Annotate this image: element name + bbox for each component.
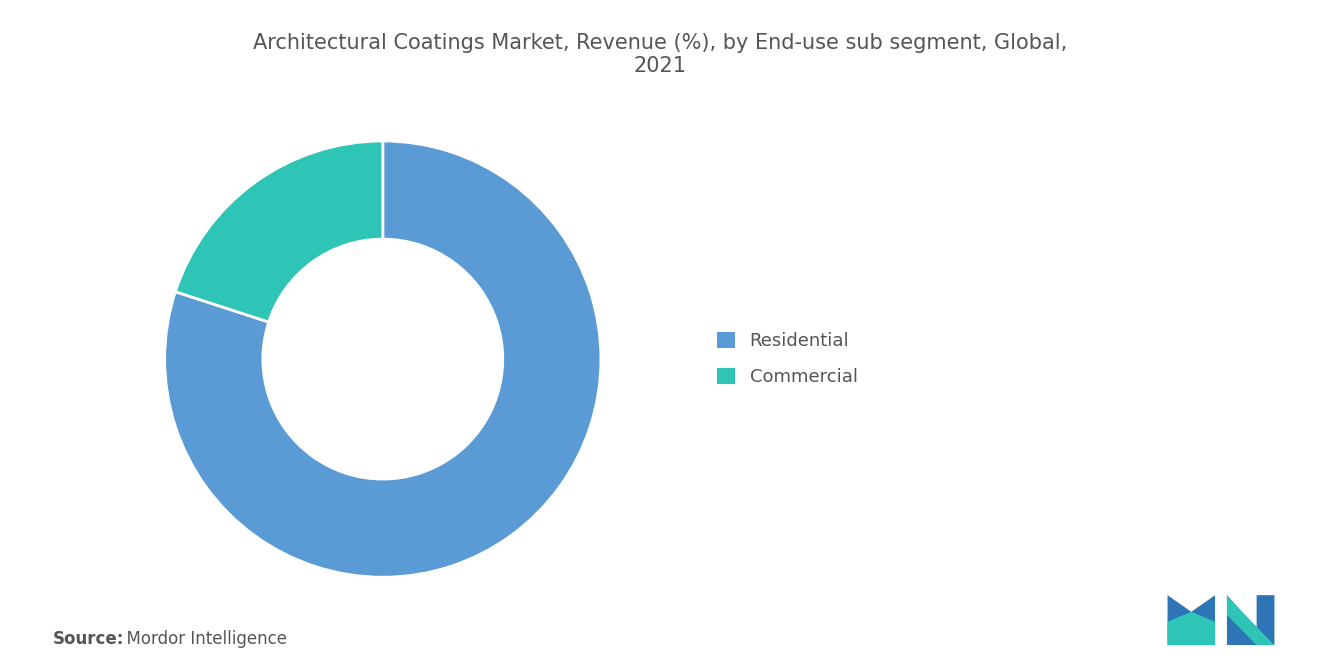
Polygon shape bbox=[1226, 595, 1274, 645]
Text: Mordor Intelligence: Mordor Intelligence bbox=[116, 630, 288, 648]
Text: Architectural Coatings Market, Revenue (%), by End-use sub segment, Global,
2021: Architectural Coatings Market, Revenue (… bbox=[253, 33, 1067, 76]
Text: Source:: Source: bbox=[53, 630, 124, 648]
Polygon shape bbox=[1167, 612, 1214, 645]
Legend: Residential, Commercial: Residential, Commercial bbox=[708, 323, 867, 396]
Polygon shape bbox=[1226, 595, 1274, 645]
Polygon shape bbox=[1167, 595, 1214, 645]
Wedge shape bbox=[165, 141, 601, 577]
Wedge shape bbox=[176, 141, 383, 322]
